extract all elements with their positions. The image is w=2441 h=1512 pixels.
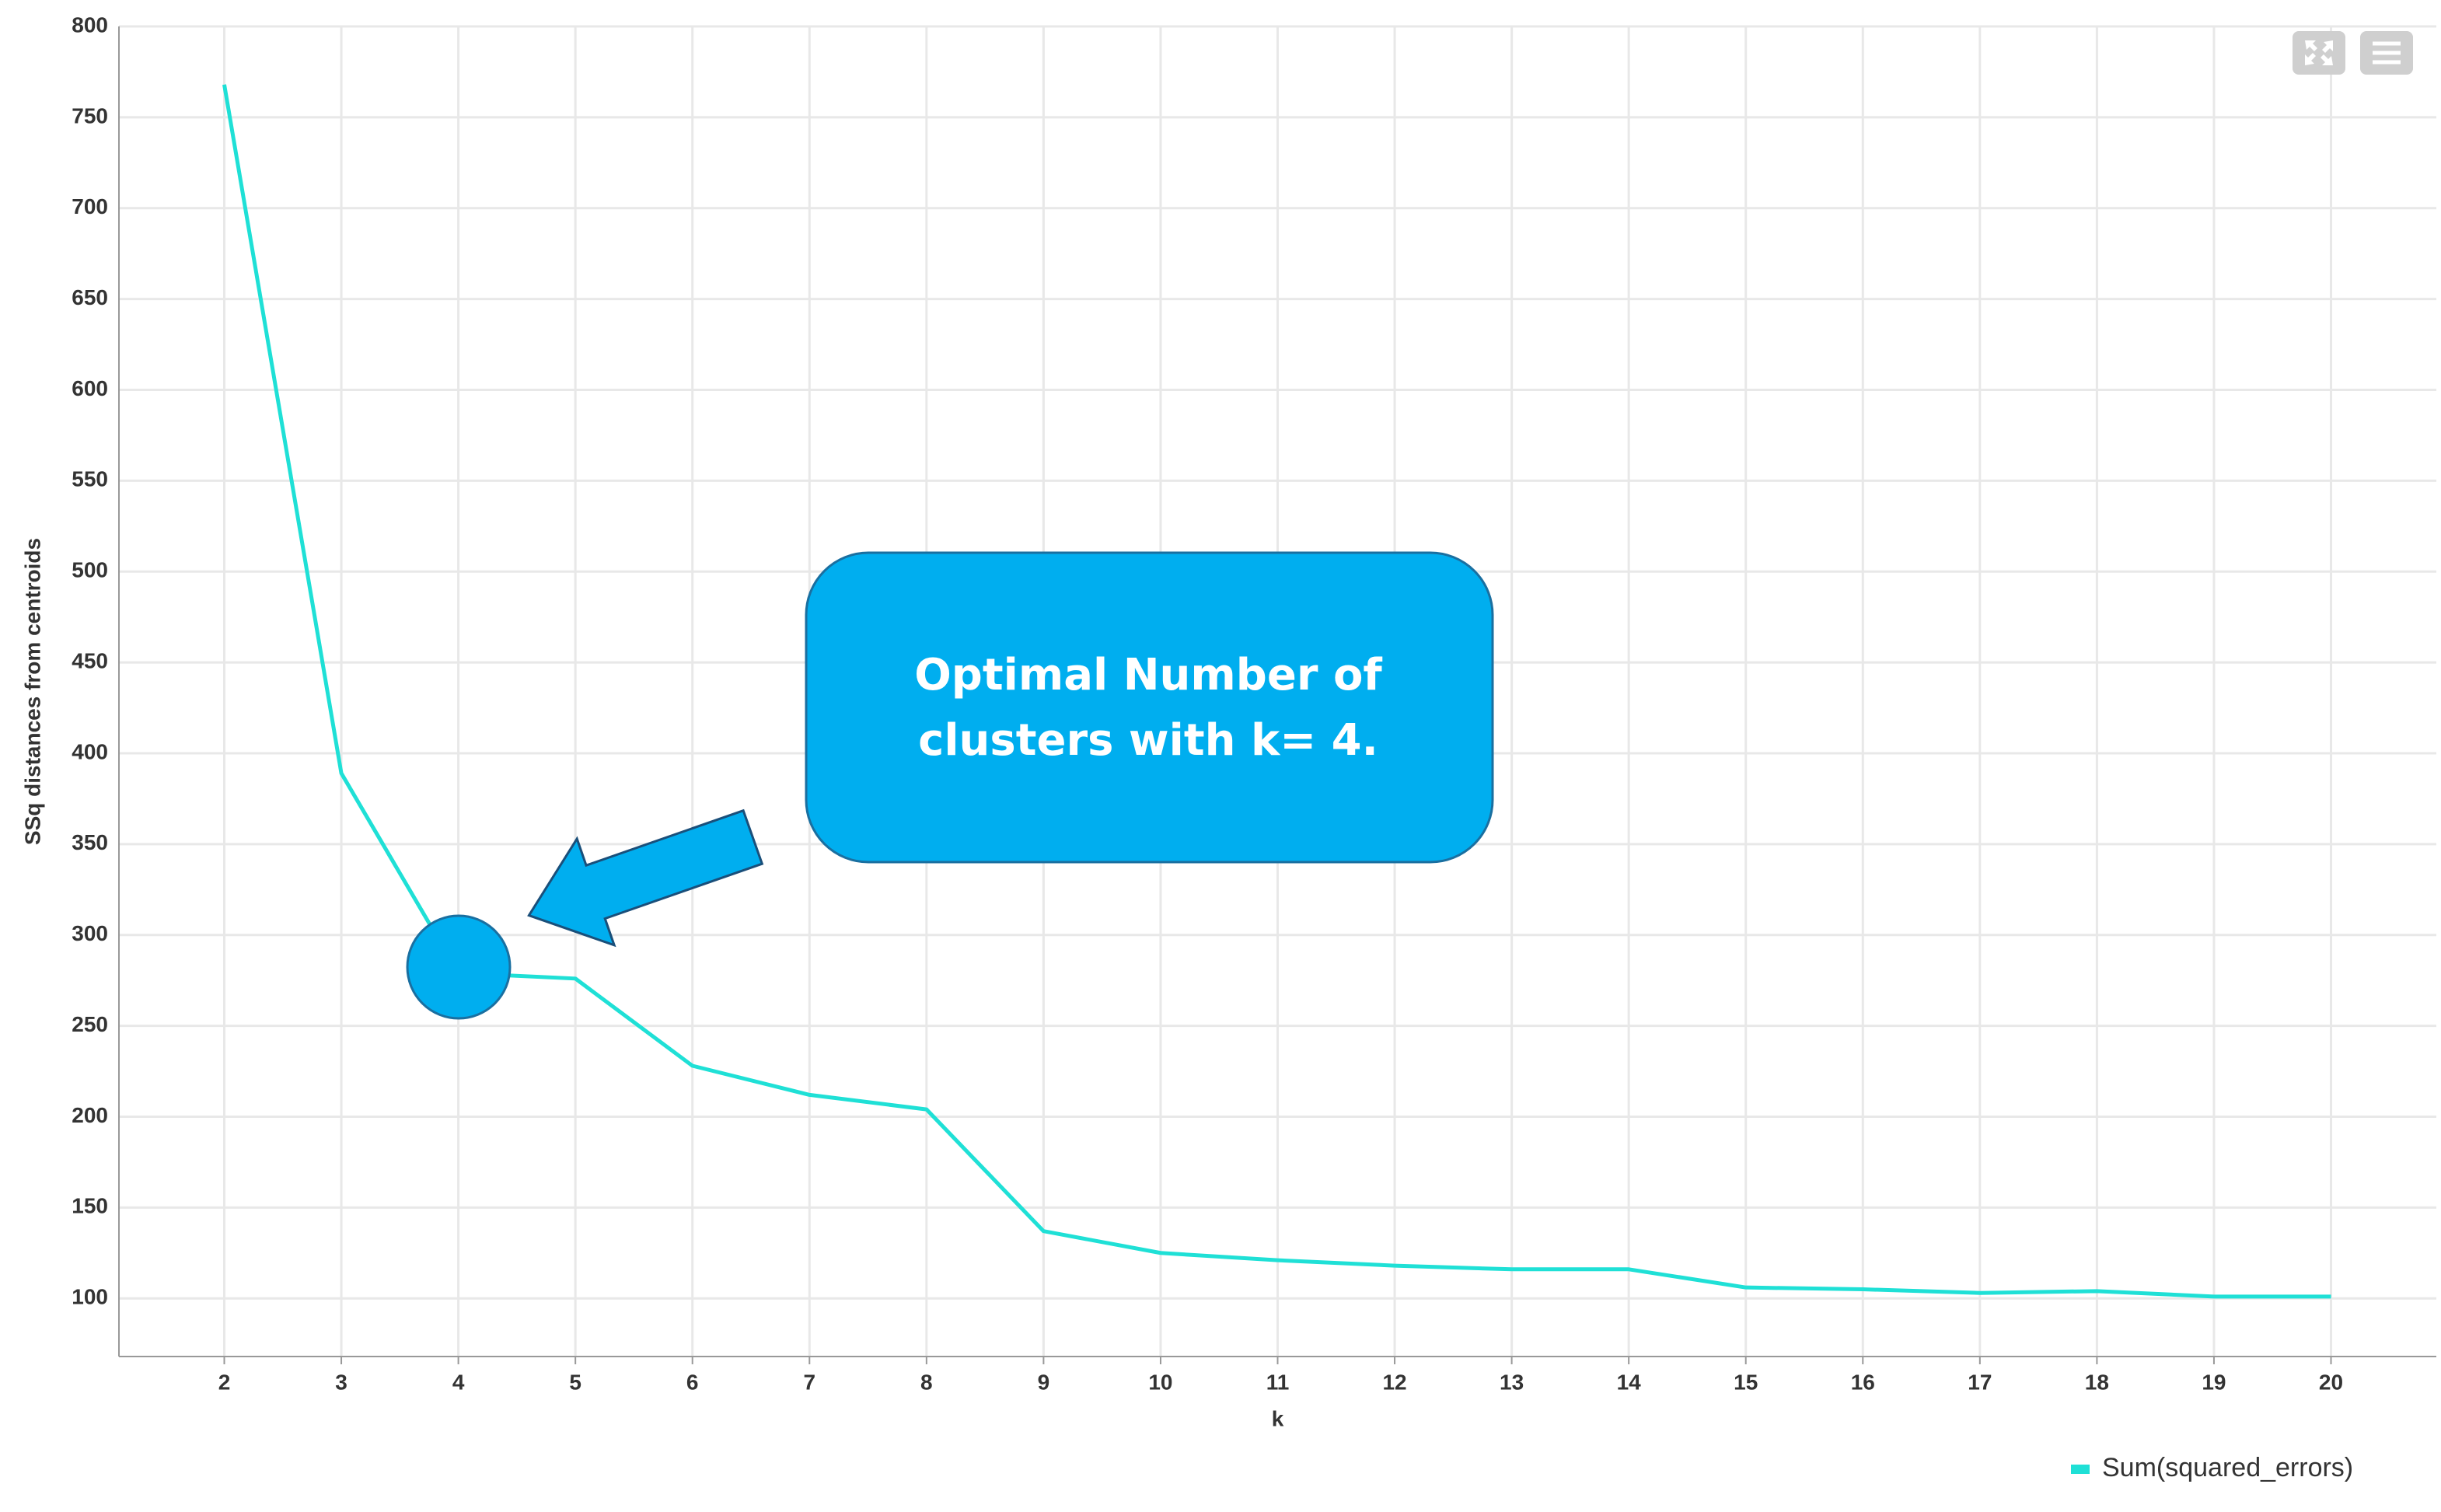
callout-text: Optimal Number of xyxy=(914,650,1382,700)
menu-icon xyxy=(2373,41,2401,65)
y-tick-label: 600 xyxy=(72,376,108,400)
series-line xyxy=(222,84,2331,1299)
y-tick-label: 450 xyxy=(72,648,108,672)
fullscreen-icon xyxy=(2305,40,2333,65)
x-tick-label: 10 xyxy=(1148,1370,1172,1394)
x-axis-title: k xyxy=(1272,1406,1284,1430)
x-tick-label: 7 xyxy=(803,1370,815,1394)
plot: Sum(squared_errors) xyxy=(222,84,2353,1482)
x-tick-label: 9 xyxy=(1038,1370,1050,1394)
y-tick-label: 750 xyxy=(72,103,108,127)
fullscreen-button[interactable] xyxy=(2293,31,2345,75)
x-tick-label: 16 xyxy=(1851,1370,1875,1394)
highlight-circle xyxy=(406,914,512,1020)
y-tick-label: 150 xyxy=(72,1194,108,1218)
x-tick-label: 14 xyxy=(1617,1370,1642,1394)
x-tick-label: 15 xyxy=(1734,1370,1758,1394)
x-tick-label: 11 xyxy=(1266,1370,1290,1394)
x-tick-label: 12 xyxy=(1382,1370,1406,1394)
arrow xyxy=(527,808,764,948)
y-tick-label: 250 xyxy=(72,1012,108,1036)
y-tick-label: 200 xyxy=(72,1103,108,1127)
callout-box xyxy=(805,551,1494,864)
y-tick-label: 400 xyxy=(72,739,108,763)
y-tick-label: 800 xyxy=(72,12,108,37)
y-axis-title: SSq distances from centroids xyxy=(20,538,44,845)
y-tick-label: 650 xyxy=(72,285,108,309)
x-tick-label: 2 xyxy=(218,1370,231,1394)
x-tick-label: 19 xyxy=(2202,1370,2226,1394)
x-tick-label: 17 xyxy=(1968,1370,1992,1394)
x-tick-label: 3 xyxy=(335,1370,347,1394)
y-tick-label: 350 xyxy=(72,830,108,854)
legend-label: Sum(squared_errors) xyxy=(2102,1453,2353,1482)
callout-text: clusters with k= 4. xyxy=(918,715,1378,766)
y-tick-label: 550 xyxy=(72,467,108,491)
legend-swatch xyxy=(2071,1465,2090,1474)
y-tick-label: 100 xyxy=(72,1285,108,1309)
x-tick-label: 5 xyxy=(569,1370,581,1394)
arrow-shape xyxy=(527,808,764,948)
x-tick-label: 18 xyxy=(2085,1370,2109,1394)
x-tick-label: 13 xyxy=(1500,1370,1524,1394)
y-tick-label: 700 xyxy=(72,194,108,218)
x-tick-label: 8 xyxy=(920,1370,933,1394)
x-tick-label: 4 xyxy=(452,1370,465,1394)
x-tick-label: 20 xyxy=(2319,1370,2343,1394)
toolbar xyxy=(2293,31,2413,75)
x-tick-label: 6 xyxy=(686,1370,699,1394)
y-tick-label: 300 xyxy=(72,921,108,945)
y-tick-label: 500 xyxy=(72,558,108,582)
